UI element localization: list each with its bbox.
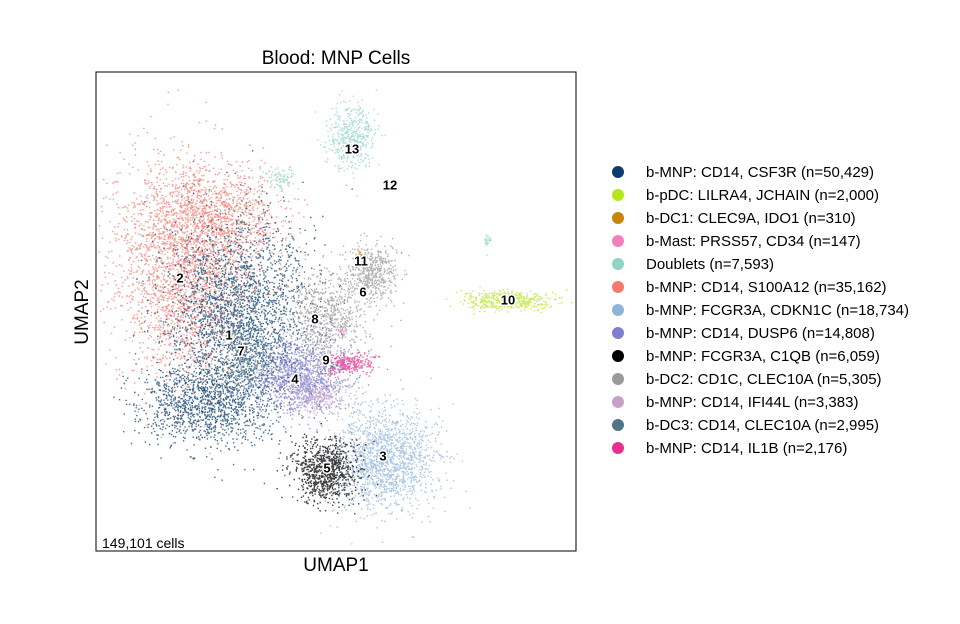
- legend-label: b-MNP: CD14, S100A12 (n=35,162): [646, 279, 887, 296]
- x-axis-label: UMAP1: [303, 555, 368, 576]
- legend-label: b-pDC: LILRA4, JCHAIN (n=2,000): [646, 187, 879, 204]
- cluster-point-cloud: [342, 232, 410, 323]
- legend-item: b-DC1: CLEC9A, IDO1 (n=310): [612, 210, 856, 227]
- legend-label: b-DC2: CD1C, CLEC10A (n=5,305): [646, 371, 882, 388]
- cluster-points-5-12: [314, 89, 386, 197]
- legend-label: b-DC1: CLEC9A, IDO1 (n=310): [646, 210, 856, 227]
- legend-marker: [612, 350, 624, 362]
- cluster-label-6: 6: [359, 284, 366, 299]
- legend-marker: [612, 235, 624, 247]
- legend-item: b-Mast: PRSS57, CD34 (n=147): [612, 233, 861, 250]
- cluster-label-10: 10: [501, 292, 515, 307]
- legend-marker: [612, 396, 624, 408]
- legend-item: b-MNP: CD14, S100A12 (n=35,162): [612, 279, 887, 296]
- cluster-label-7: 7: [237, 343, 244, 358]
- legend-marker: [612, 281, 624, 293]
- legend-label: b-MNP: CD14, IFI44L (n=3,383): [646, 394, 858, 411]
- legend-item: b-MNP: FCGR3A, CDKN1C (n=18,734): [612, 302, 909, 319]
- legend-label: b-MNP: CD14, IL1B (n=2,176): [646, 440, 847, 457]
- cluster-point-cloud: [445, 286, 573, 315]
- cluster-point-cloud: [320, 344, 389, 379]
- legend-marker: [612, 258, 624, 270]
- cluster-points-13-9: [320, 344, 389, 379]
- y-axis-label: UMAP2: [72, 279, 93, 344]
- cluster-points-10-8: [342, 232, 410, 323]
- legend-item: b-DC2: CD1C, CLEC10A (n=5,305): [612, 371, 882, 388]
- cluster-point-cloud: [314, 89, 386, 197]
- legend-label: b-MNP: CD14, CSF3R (n=50,429): [646, 164, 874, 181]
- legend-item: Doublets (n=7,593): [612, 256, 774, 273]
- scatter-points: [98, 89, 573, 545]
- legend-label: b-MNP: CD14, DUSP6 (n=14,808): [646, 325, 875, 342]
- cluster-point-cloud: [305, 377, 471, 545]
- legend-item: b-MNP: CD14, IFI44L (n=3,383): [612, 394, 858, 411]
- cluster-points-12-4: [206, 308, 300, 406]
- legend-label: b-DC3: CD14, CLEC10A (n=2,995): [646, 417, 879, 434]
- cluster-label-13: 13: [345, 141, 359, 156]
- cluster-label-9: 9: [322, 352, 329, 367]
- cluster-label-12: 12: [383, 177, 397, 192]
- legend-label: Doublets (n=7,593): [646, 256, 774, 273]
- cluster-points-10-7: [264, 251, 402, 385]
- cluster-point-cloud: [206, 308, 300, 406]
- legend-marker: [612, 373, 624, 385]
- legend-item: b-MNP: FCGR3A, C1QB (n=6,059): [612, 348, 880, 365]
- legend-item: b-DC3: CD14, CLEC10A (n=2,995): [612, 417, 879, 434]
- cluster-point-cloud: [264, 251, 402, 385]
- cluster-point-cloud: [271, 423, 379, 515]
- cluster-point-cloud: [335, 326, 345, 336]
- cluster-point-cloud: [357, 250, 366, 261]
- legend-marker: [612, 166, 624, 178]
- legend-item: b-MNP: CD14, DUSP6 (n=14,808): [612, 325, 875, 342]
- cell-count: 149,101 cells: [102, 535, 185, 551]
- cluster-point-cloud: [262, 166, 299, 191]
- cluster-points-4-17: [335, 326, 345, 336]
- legend-marker: [612, 304, 624, 316]
- cluster-points-7-10: [305, 377, 471, 545]
- cluster-points-9-11: [271, 423, 379, 515]
- cluster-label-11: 11: [354, 253, 368, 268]
- cluster-label-5: 5: [323, 460, 330, 475]
- legend-marker: [612, 189, 624, 201]
- cluster-points-5-13: [262, 166, 299, 191]
- legend-label: b-Mast: PRSS57, CD34 (n=147): [646, 233, 861, 250]
- legend-label: b-MNP: FCGR3A, CDKN1C (n=18,734): [646, 302, 909, 319]
- cluster-label-2: 2: [176, 270, 183, 285]
- cluster-points-2-14: [445, 286, 573, 315]
- legend-marker: [612, 212, 624, 224]
- legend-label: b-MNP: FCGR3A, C1QB (n=6,059): [646, 348, 880, 365]
- legend-item: b-pDC: LILRA4, JCHAIN (n=2,000): [612, 187, 879, 204]
- cluster-point-cloud: [484, 234, 492, 256]
- legend-marker: [612, 327, 624, 339]
- chart-title: Blood: MNP Cells: [262, 48, 411, 69]
- cluster-label-4: 4: [291, 371, 299, 386]
- legend-item: b-MNP: CD14, CSF3R (n=50,429): [612, 164, 874, 181]
- cluster-point-cloud: [277, 365, 364, 427]
- cluster-label-1: 1: [225, 327, 232, 342]
- legend-marker: [612, 419, 624, 431]
- legend-item: b-MNP: CD14, IL1B (n=2,176): [612, 440, 847, 457]
- cluster-points-5-15: [484, 234, 492, 256]
- legend: b-MNP: CD14, CSF3R (n=50,429) b-pDC: LILR…: [612, 164, 909, 457]
- cluster-points-3-16: [357, 250, 366, 261]
- cluster-label-8: 8: [311, 311, 318, 326]
- cluster-label-3: 3: [379, 448, 386, 463]
- plot-frame: [95, 71, 577, 552]
- cluster-points-11-6: [277, 365, 364, 427]
- legend-marker: [612, 442, 624, 454]
